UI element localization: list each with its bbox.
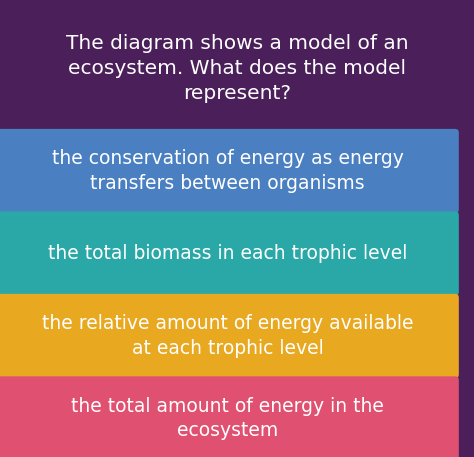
Text: the total amount of energy in the
ecosystem: the total amount of energy in the ecosys… [71,397,384,440]
FancyBboxPatch shape [0,211,459,296]
Text: the relative amount of energy available
at each trophic level: the relative amount of energy available … [42,314,413,358]
Text: the conservation of energy as energy
transfers between organisms: the conservation of energy as energy tra… [52,149,403,193]
Text: The diagram shows a model of an
ecosystem. What does the model
represent?: The diagram shows a model of an ecosyste… [66,34,408,103]
FancyBboxPatch shape [0,294,459,378]
FancyBboxPatch shape [0,377,459,457]
Text: the total biomass in each trophic level: the total biomass in each trophic level [48,244,407,263]
FancyBboxPatch shape [0,129,459,213]
